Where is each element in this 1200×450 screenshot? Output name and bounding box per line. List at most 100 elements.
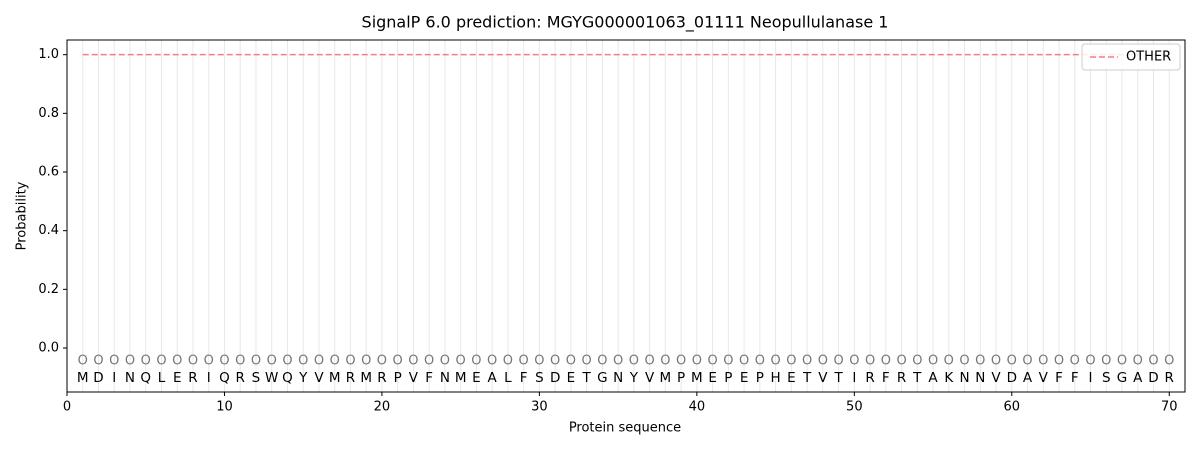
region-label: O [723, 354, 733, 369]
residue-label: R [897, 370, 906, 386]
region-label: O [707, 354, 717, 369]
region-label: O [849, 354, 859, 369]
region-label: O [156, 354, 166, 369]
residue-label: G [597, 370, 607, 386]
region-label: O [566, 354, 576, 369]
region-label: O [865, 354, 875, 369]
residue-label: Q [140, 370, 151, 386]
region-label: O [770, 354, 780, 369]
residue-label: M [329, 370, 341, 386]
region-label: O [802, 354, 812, 369]
region-label: O [487, 354, 497, 369]
residue-label: F [520, 370, 528, 386]
region-label: O [975, 354, 985, 369]
region-label: O [298, 354, 308, 369]
x-tick-label: 70 [1161, 400, 1178, 415]
residue-label: R [188, 370, 197, 386]
residue-label: A [928, 370, 938, 386]
residue-label: M [360, 370, 372, 386]
region-label: O [928, 354, 938, 369]
x-tick-label: 40 [689, 400, 706, 415]
region-label: O [1038, 354, 1048, 369]
region-label: O [519, 354, 529, 369]
residue-label: E [173, 370, 182, 386]
region-label: O [109, 354, 119, 369]
residue-label: Q [219, 370, 230, 386]
residue-label: N [125, 370, 135, 386]
x-tick-label: 60 [1004, 400, 1021, 415]
x-tick-label: 30 [531, 400, 548, 415]
region-label: O [991, 354, 1001, 369]
region-label: O [503, 354, 513, 369]
region-label: O [534, 354, 544, 369]
region-label: O [1101, 354, 1111, 369]
residue-label: N [440, 370, 450, 386]
residue-label: R [346, 370, 355, 386]
residue-label: T [833, 370, 843, 386]
residue-label: S [252, 370, 261, 386]
residue-label: Y [629, 370, 639, 386]
region-label: O [456, 354, 466, 369]
residue-label: F [882, 370, 890, 386]
residue-label: A [488, 370, 498, 386]
residue-label: D [550, 370, 560, 386]
axes-frame [66, 39, 1186, 393]
residue-label: G [1117, 370, 1127, 386]
x-tick-label: 20 [374, 400, 391, 415]
residue-label: E [708, 370, 717, 386]
region-label: O [896, 354, 906, 369]
region-label: O [235, 354, 245, 369]
residue-label: D [1007, 370, 1017, 386]
x-tick-label: 50 [846, 400, 863, 415]
legend-box [1081, 43, 1181, 71]
region-label: O [1022, 354, 1032, 369]
residue-label: I [112, 370, 116, 386]
residue-label: V [991, 370, 1001, 386]
residue-label: D [93, 370, 103, 386]
residue-label: E [567, 370, 576, 386]
region-label: O [550, 354, 560, 369]
region-label: O [739, 354, 749, 369]
region-label: O [944, 354, 954, 369]
residue-label: M [660, 370, 672, 386]
residue-label: L [504, 370, 512, 386]
region-label: O [597, 354, 607, 369]
x-tick-label: 10 [216, 400, 233, 415]
region-label: O [204, 354, 214, 369]
residue-label: V [645, 370, 655, 386]
residue-label: V [409, 370, 419, 386]
region-label: O [188, 354, 198, 369]
residue-label: R [377, 370, 386, 386]
residue-label: T [582, 370, 592, 386]
y-tick-label: 1.0 [38, 47, 59, 62]
residue-label: N [613, 370, 623, 386]
region-label: O [424, 354, 434, 369]
region-label: O [314, 354, 324, 369]
residue-label: Q [282, 370, 293, 386]
residue-label: P [394, 370, 402, 386]
residue-label: L [158, 370, 166, 386]
residue-label: Y [298, 370, 308, 386]
region-label: O [125, 354, 135, 369]
residue-label: A [1133, 370, 1143, 386]
region-label: O [959, 354, 969, 369]
residue-label: F [1055, 370, 1063, 386]
region-label: O [1148, 354, 1158, 369]
region-label: O [267, 354, 277, 369]
residue-label: R [236, 370, 245, 386]
residue-label: I [852, 370, 856, 386]
residue-label: H [771, 370, 781, 386]
region-label: O [330, 354, 340, 369]
residue-label: M [77, 370, 89, 386]
y-tick-label: 0.0 [38, 341, 59, 356]
residue-label: P [756, 370, 764, 386]
region-label: O [692, 354, 702, 369]
region-label: O [1133, 354, 1143, 369]
y-tick-label: 0.8 [38, 106, 59, 121]
residue-label: M [691, 370, 703, 386]
residue-label: R [1165, 370, 1174, 386]
region-label: O [660, 354, 670, 369]
residue-label: W [265, 370, 278, 386]
region-label: O [377, 354, 387, 369]
region-label: O [93, 354, 103, 369]
